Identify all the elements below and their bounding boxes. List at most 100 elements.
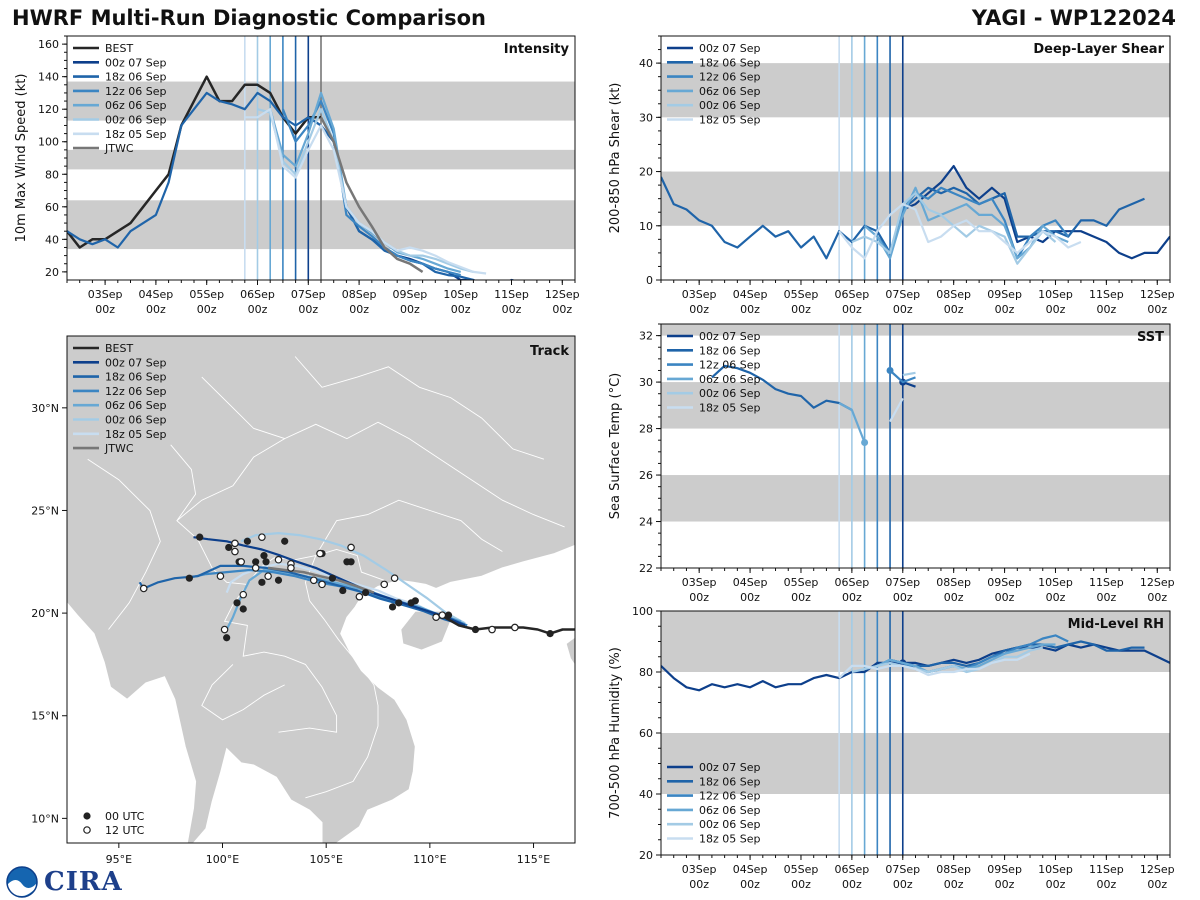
best-12utc-marker	[239, 590, 248, 599]
intensity-x-tick-label: 09Sep	[393, 288, 428, 301]
track-frame	[66, 335, 576, 844]
legend-12utc-marker	[83, 826, 91, 834]
shear-x-tick-label: 03Sep	[682, 288, 717, 301]
rh-y-tick-label: 100	[632, 605, 653, 618]
sst-x-tick-label: 05Sep	[784, 576, 819, 589]
best-00utc-marker	[361, 588, 370, 597]
sst-x-tick-label: 00z	[893, 591, 913, 604]
rh-x-tick-label: 00z	[842, 878, 862, 891]
track-x-tick-label: 110°E	[413, 853, 446, 866]
best-12utc-marker	[274, 555, 283, 564]
shear-plot-area	[661, 36, 1170, 280]
rh-x-tick-label: 10Sep	[1038, 863, 1073, 876]
best-00utc-marker	[395, 599, 403, 607]
track-panel-title: Track	[530, 344, 569, 359]
shear-legend-label: 12z 06 Sep	[699, 71, 761, 84]
sst-x-tick-label: 00z	[1046, 591, 1066, 604]
best-00utc-marker	[239, 605, 247, 613]
best-00utc-marker	[343, 558, 351, 566]
shear-x-tick-label: 08Sep	[936, 288, 971, 301]
shear-x-tick-label: 00z	[1046, 303, 1066, 316]
sst-x-tick-label: 00z	[791, 591, 811, 604]
rh-y-tick-label: 20	[639, 849, 653, 862]
shear-legend-label: 00z 07 Sep	[699, 42, 761, 55]
intensity-x-tick-label: 00z	[95, 303, 115, 316]
best-12utc-marker	[237, 557, 245, 566]
intensity-x-tick-label: 00z	[502, 303, 522, 316]
sst-y-axis-label: Sea Surface Temp (°C)	[608, 373, 623, 520]
intensity-y-tick-label: 100	[38, 136, 59, 149]
sst-x-tick-label: 09Sep	[987, 576, 1022, 589]
sst-x-tick-label: 04Sep	[733, 576, 768, 589]
intensity-x-tick-label: 04Sep	[139, 288, 174, 301]
sst-legend-label: 18z 06 Sep	[699, 344, 761, 357]
hainan-island	[400, 610, 452, 651]
shear-x-tick-label: 09Sep	[987, 288, 1022, 301]
intensity-x-tick-label: 10Sep	[443, 288, 478, 301]
shear-y-tick-label: 10	[639, 220, 653, 233]
sst-shaded-band	[661, 475, 1170, 522]
best-12utc-marker	[316, 549, 324, 558]
admin-border	[87, 458, 161, 630]
sst-series-line	[902, 371, 916, 377]
sst-x-tick-label: 03Sep	[682, 576, 717, 589]
shear-y-tick-label: 30	[639, 111, 653, 124]
intensity-y-axis-label: 10m Max Wind Speed (kt)	[14, 74, 29, 243]
sst-series-marker	[861, 439, 869, 447]
shear-legend-label: 00z 06 Sep	[699, 99, 761, 112]
sst-series-marker	[886, 366, 894, 374]
track-x-tick-label: 105°E	[309, 853, 342, 866]
track-legend-label: 00z 07 Sep	[105, 356, 167, 369]
best-00utc-marker	[260, 552, 268, 560]
sst-series-line	[889, 397, 904, 423]
best-12utc-marker	[309, 576, 318, 585]
intensity-x-tick-label: 05Sep	[189, 288, 224, 301]
rh-x-tick-label: 00z	[689, 878, 709, 891]
best-12utc-marker	[390, 574, 399, 583]
best-00utc-marker	[388, 603, 397, 611]
sst-x-tick-label: 08Sep	[936, 576, 971, 589]
rh-panel-title: Mid-Level RH	[1068, 617, 1164, 632]
track-legend-label: 18z 06 Sep	[105, 371, 167, 384]
intensity-x-tick-label: 00z	[451, 303, 471, 316]
shear-x-tick-label: 07Sep	[885, 288, 920, 301]
track-y-tick-label: 30°N	[31, 402, 59, 415]
intensity-x-tick-label: 06Sep	[240, 288, 275, 301]
track-line	[138, 564, 466, 627]
best-00utc-marker	[233, 599, 241, 607]
shear-x-tick-label: 00z	[893, 303, 913, 316]
intensity-y-tick-label: 120	[38, 103, 59, 116]
rh-x-tick-label: 12Sep	[1140, 863, 1175, 876]
best-00utc-marker	[444, 611, 453, 619]
rh-x-tick-label: 00z	[893, 878, 913, 891]
sst-legend-label: 06z 06 Sep	[699, 373, 761, 386]
shear-x-tick-label: 00z	[995, 303, 1015, 316]
admin-border	[201, 664, 285, 721]
shear-panel-title: Deep-Layer Shear	[1033, 42, 1164, 57]
shear-shaded-band	[661, 63, 1170, 118]
sst-x-tick-label: 00z	[1096, 591, 1116, 604]
admin-border	[223, 584, 338, 733]
sst-series-line	[711, 364, 853, 411]
track-legend-label: 18z 05 Sep	[105, 428, 167, 441]
best-12utc-marker	[216, 572, 225, 580]
sst-x-tick-label: 12Sep	[1140, 576, 1175, 589]
rh-x-tick-label: 11Sep	[1089, 863, 1124, 876]
best-12utc-marker	[380, 580, 389, 589]
shear-x-tick-label: 00z	[740, 303, 760, 316]
intensity-x-tick-label: 12Sep	[545, 288, 580, 301]
track-x-tick-label: 100°E	[206, 853, 239, 866]
sst-panel-title: SST	[1137, 330, 1164, 345]
rh-x-tick-label: 00z	[1046, 878, 1066, 891]
intensity-panel-title: Intensity	[504, 42, 570, 57]
intensity-y-tick-label: 80	[45, 168, 59, 181]
shear-x-tick-label: 06Sep	[835, 288, 870, 301]
admin-border	[294, 356, 545, 460]
best-00utc-marker	[243, 537, 251, 545]
shear-x-tick-label: 04Sep	[733, 288, 768, 301]
intensity-panel: 20 40 60 80 100 120 140 160 03Sep 00z 04Sep 00z 05Se…	[14, 35, 580, 316]
admin-border	[304, 555, 379, 799]
best-00utc-marker	[262, 558, 270, 566]
best-00utc-marker	[339, 586, 347, 595]
legend-00utc-marker	[83, 812, 91, 820]
